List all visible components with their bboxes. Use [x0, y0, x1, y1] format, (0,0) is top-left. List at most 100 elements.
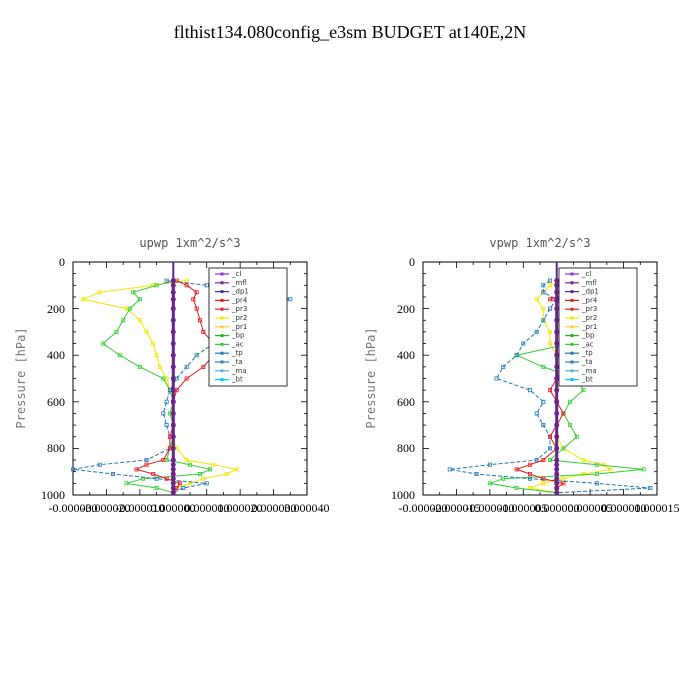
- x-tick-label: 0.000040: [285, 501, 330, 515]
- legend-marker-dp1: [570, 290, 574, 294]
- data-point: [164, 399, 169, 404]
- data-point: [184, 376, 189, 381]
- data-point: [137, 318, 142, 323]
- data-point: [574, 434, 579, 439]
- data-point: [177, 481, 182, 486]
- legend-label-ma: _ma: [581, 367, 597, 375]
- data-point: [208, 467, 213, 472]
- data-point: [548, 434, 553, 439]
- legend-label-pr3: _pr3: [581, 305, 597, 313]
- data-point: [131, 290, 136, 295]
- data-point: [204, 283, 209, 288]
- data-point: [561, 476, 566, 481]
- data-point: [501, 364, 506, 369]
- data-point: [198, 318, 203, 323]
- legend-box: [208, 267, 288, 387]
- legend-marker-tp: [570, 351, 574, 355]
- data-point: [127, 306, 132, 311]
- legend-marker-pr3: [570, 307, 574, 311]
- data-point: [71, 467, 76, 472]
- data-point: [151, 341, 156, 346]
- data-point: [541, 364, 546, 369]
- data-point: [134, 467, 139, 472]
- y-tick-labels: 0 200 400 600 800 1000: [41, 255, 65, 502]
- data-point: [184, 283, 189, 288]
- data-point: [204, 481, 209, 486]
- series-line-tp: [449, 280, 651, 494]
- y-tick-label: 400: [47, 348, 65, 362]
- legend-label-ta: _ta: [231, 358, 243, 366]
- data-point: [474, 472, 479, 477]
- legend-marker-pr3: [220, 307, 224, 311]
- data-point: [561, 411, 566, 416]
- legend-label-pr2: _pr2: [231, 314, 247, 322]
- data-point: [137, 364, 142, 369]
- data-point: [601, 462, 606, 467]
- y-tick-label: 0: [409, 255, 415, 269]
- data-point: [137, 297, 142, 302]
- panel-title: upwp 1xm^2/s^3: [139, 236, 240, 250]
- data-point: [184, 458, 189, 463]
- y-axis-label: Pressure [hPa]: [14, 327, 28, 428]
- figure-title: flthist134.080config_e3sm BUDGET at140E,…: [174, 22, 527, 42]
- data-point: [144, 458, 149, 463]
- legend-marker-ma: [220, 369, 224, 373]
- data-point: [594, 462, 599, 467]
- x-tick-label: -0.000020: [82, 501, 131, 515]
- y-tick-label: 600: [397, 395, 415, 409]
- legend-label-bt: _bt: [581, 376, 593, 384]
- data-point: [194, 353, 199, 358]
- data-point: [548, 329, 553, 334]
- x-tick-label: 0.000030: [252, 501, 297, 515]
- legend-label-ac: _ac: [581, 340, 594, 348]
- legend-label-ac: _ac: [231, 340, 244, 348]
- data-point: [124, 481, 129, 486]
- x-tick-label: 0.000015: [635, 501, 680, 515]
- x-tick-label: 0.000010: [185, 501, 230, 515]
- x-tick-labels: -0.000030 -0.000020 -0.000010 0.000000 0…: [49, 501, 330, 515]
- data-point: [211, 462, 216, 467]
- data-point: [527, 462, 532, 467]
- data-point: [541, 290, 546, 295]
- y-tick-label: 600: [47, 395, 65, 409]
- data-point: [594, 481, 599, 486]
- data-point: [114, 329, 119, 334]
- data-point: [514, 353, 519, 358]
- data-point: [181, 486, 186, 491]
- legend-label-bp: _bp: [231, 332, 245, 340]
- x-tick-label: -0.000005: [499, 501, 548, 515]
- data-point: [121, 318, 126, 323]
- data-point: [534, 329, 539, 334]
- x-tick-label: -0.000020: [399, 501, 448, 515]
- legend-label-bp: _bp: [581, 332, 595, 340]
- y-tick-label: 0: [59, 255, 65, 269]
- data-point: [608, 467, 613, 472]
- data-point: [97, 290, 102, 295]
- data-point: [161, 376, 166, 381]
- data-point: [548, 283, 553, 288]
- legend-marker-bp: [220, 334, 224, 338]
- data-point: [194, 306, 199, 311]
- data-point: [201, 476, 206, 481]
- data-point: [514, 467, 519, 472]
- legend-label-mfl: _mfl: [581, 279, 597, 287]
- data-point: [154, 486, 159, 491]
- data-point: [161, 411, 166, 416]
- data-point: [561, 446, 566, 451]
- legend-label-cl: _cl: [231, 270, 241, 278]
- panel-title: vpwp 1xm^2/s^3: [489, 236, 590, 250]
- legend-marker-ac: [570, 342, 574, 346]
- x-tick-label: -0.000015: [432, 501, 481, 515]
- data-point: [164, 278, 169, 283]
- data-point: [541, 423, 546, 428]
- data-point: [534, 297, 539, 302]
- legend-marker-pr1: [570, 325, 574, 329]
- data-point: [527, 472, 532, 477]
- legend: _cl_mfl_dp1_pr4_pr3_pr2_pr1_bp_ac_tp_ta_…: [558, 267, 638, 387]
- data-point: [561, 481, 566, 486]
- x-tick-label: -0.000030: [49, 501, 98, 515]
- legend-marker-cl: [220, 272, 224, 276]
- x-tick-label: 0.000000: [151, 501, 196, 515]
- data-point: [541, 306, 546, 311]
- data-point: [648, 486, 653, 491]
